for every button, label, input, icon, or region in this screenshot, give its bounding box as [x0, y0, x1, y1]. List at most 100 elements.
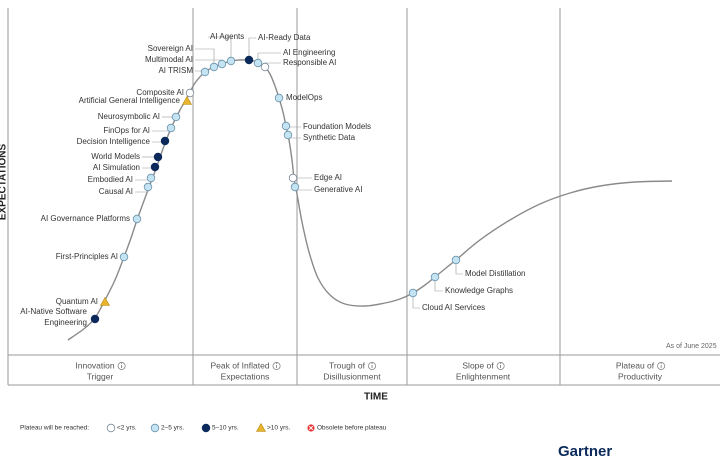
technology-label: AI Engineering — [283, 48, 335, 57]
technology-label: Embodied AI — [88, 175, 133, 184]
technology-label: AI-Ready Data — [258, 33, 311, 42]
info-icon-dot — [500, 363, 502, 365]
legend-marker — [106, 423, 116, 433]
technology: AI Simulation — [93, 162, 160, 172]
technology: Artificial General Intelligence — [79, 95, 193, 105]
technology-marker — [274, 93, 284, 103]
phase-label: Productivity — [618, 371, 663, 381]
technology-label: Neurosymbolic AI — [98, 112, 160, 121]
info-icon-dot — [121, 363, 123, 365]
technology: AI Engineering — [253, 48, 335, 68]
technology-label: Foundation Models — [303, 122, 371, 131]
technology: AI Governance Platforms — [41, 214, 142, 224]
technology-marker — [290, 182, 300, 192]
technology: AI-Native Software Engineering — [20, 307, 100, 327]
technology-label: ModelOps — [286, 93, 322, 102]
y-axis-label: EXPECTATIONS — [0, 144, 9, 221]
brand: Gartner — [558, 443, 612, 460]
leader-line — [195, 48, 215, 67]
technology-label: Artificial General Intelligence — [79, 96, 181, 105]
technology: Embodied AI — [88, 173, 156, 184]
legend-item: 2–5 yrs. — [161, 425, 184, 432]
technology-marker — [288, 173, 298, 183]
legend-marker — [255, 422, 267, 432]
phase-label: Slope of — [462, 360, 494, 370]
technology-label: Composite AI — [136, 88, 184, 97]
technology: ModelOps — [274, 93, 322, 103]
technology-marker — [132, 214, 142, 224]
technology-label: AI Simulation — [93, 163, 140, 172]
technology-marker — [99, 296, 111, 306]
technology-marker — [160, 136, 170, 146]
phase-label: Peak of Inflated — [210, 360, 269, 370]
technology: Knowledge Graphs — [430, 272, 513, 295]
technology: Causal AI — [99, 182, 153, 196]
phase-label: Trough of — [329, 360, 366, 370]
obsolete-x — [308, 425, 314, 431]
technology-label: Generative AI — [314, 185, 362, 194]
legend-item: >10 yrs. — [267, 425, 290, 432]
technology: Model Distillation — [451, 255, 525, 278]
legend-item: 5–10 yrs. — [212, 425, 239, 432]
technology-label: World Models — [91, 152, 140, 161]
technology-label: Causal AI — [99, 187, 133, 196]
technology-marker — [283, 130, 293, 140]
technology-marker — [119, 252, 129, 262]
leader-line — [455, 260, 463, 275]
technology: World Models — [91, 152, 163, 162]
technology: Generative AI — [290, 182, 362, 194]
technology-marker — [244, 55, 254, 65]
technology-label: Multimodal AI — [145, 55, 193, 64]
technology-label: First-Principles AI — [56, 252, 118, 261]
technology-marker — [181, 95, 193, 105]
info-icon — [368, 362, 376, 370]
technology-marker — [209, 62, 219, 72]
technology-label: Decision Intelligence — [77, 137, 151, 146]
legend-title: Plateau will be reached: — [20, 425, 89, 432]
legend-marker — [307, 424, 315, 432]
technology-label: Responsible AI — [283, 58, 336, 67]
technology: Responsible AI — [260, 58, 336, 72]
technology-label: AI Agents — [210, 32, 244, 41]
technology-marker — [260, 62, 270, 72]
technology: Sovereign AI — [148, 44, 219, 72]
phase-label: Disillusionment — [323, 371, 381, 381]
technology: Decision Intelligence — [77, 136, 170, 146]
technology: AI TRISM — [158, 66, 210, 77]
legend-marker — [201, 423, 211, 433]
technology: First-Principles AI — [56, 252, 129, 262]
leader-line — [434, 277, 443, 292]
technology-marker — [185, 88, 195, 98]
phase-label: Innovation — [75, 360, 114, 370]
legend-item: Obsolete before plateau — [317, 425, 387, 432]
technology-marker — [281, 121, 291, 131]
info-icon — [117, 362, 126, 370]
technology-label: Sovereign AI — [148, 44, 193, 53]
leader-line — [208, 36, 232, 61]
technology-label: AI TRISM — [158, 66, 193, 75]
technology: Cloud AI Services — [408, 288, 485, 312]
technology-label: Quantum AI — [56, 297, 98, 306]
technology: Neurosymbolic AI — [98, 112, 181, 122]
technology-marker — [150, 162, 160, 172]
phase-label: Expectations — [221, 371, 270, 381]
frame — [7, 8, 720, 386]
phase-label: Trigger — [87, 371, 114, 381]
technology-label: AI-Native Software — [20, 307, 87, 316]
technology-label: FinOps for AI — [103, 126, 150, 135]
technology-marker — [253, 58, 263, 68]
technology: Composite AI — [136, 88, 195, 98]
date-note: As of June 2025 — [666, 343, 717, 350]
technology: Edge AI — [288, 173, 342, 183]
legend-marker — [150, 423, 160, 433]
technology-marker — [171, 112, 181, 122]
technology: Synthetic Data — [283, 130, 356, 142]
technology-marker — [143, 182, 153, 192]
info-icon — [657, 362, 666, 370]
technology-label: Cloud AI Services — [422, 303, 485, 312]
technology-marker — [153, 152, 163, 162]
phase-label: Plateau of — [616, 360, 655, 370]
technology-marker — [408, 288, 418, 298]
technology-label: Model Distillation — [465, 269, 525, 278]
